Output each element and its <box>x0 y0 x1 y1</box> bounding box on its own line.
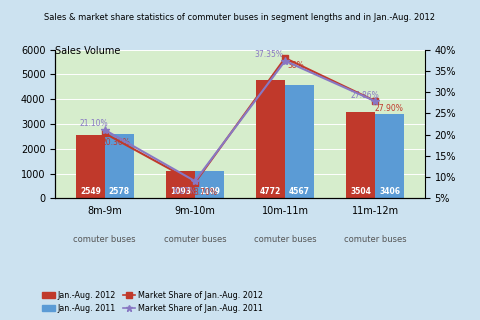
Text: 2549: 2549 <box>80 188 101 196</box>
Text: 1093: 1093 <box>170 188 191 196</box>
Bar <box>375 114 404 198</box>
Bar <box>166 171 195 198</box>
Bar <box>105 134 133 198</box>
Text: 20.30%: 20.30% <box>101 138 130 147</box>
Bar <box>285 85 314 198</box>
Text: 1109: 1109 <box>199 188 220 196</box>
Text: comuter buses: comuter buses <box>344 235 407 244</box>
Text: 27.86%: 27.86% <box>350 91 379 100</box>
Bar <box>195 171 224 198</box>
Text: 3406: 3406 <box>379 188 400 196</box>
Text: 27.90%: 27.90% <box>374 104 403 113</box>
Text: 38%: 38% <box>288 61 304 70</box>
Text: Sales & market share statistics of commuter buses in segment lengths and in Jan.: Sales & market share statistics of commu… <box>45 13 435 22</box>
Text: comuter buses: comuter buses <box>73 235 136 244</box>
Text: 4567: 4567 <box>289 188 310 196</box>
Text: 4772: 4772 <box>260 188 281 196</box>
Bar <box>76 135 105 198</box>
Text: 9.07%: 9.07% <box>172 187 196 196</box>
Bar <box>347 111 375 198</box>
Text: 2578: 2578 <box>108 188 130 196</box>
Text: Sales Volume: Sales Volume <box>55 46 120 56</box>
Text: comuter buses: comuter buses <box>254 235 316 244</box>
Legend: Jan.-Aug. 2012, Jan.-Aug. 2011, Market Share of Jan.-Aug. 2012, Market Share of : Jan.-Aug. 2012, Jan.-Aug. 2011, Market S… <box>42 291 263 313</box>
Bar <box>256 80 285 198</box>
Text: 37.35%: 37.35% <box>254 50 283 59</box>
Text: 21.10%: 21.10% <box>80 118 108 127</box>
Text: 3504: 3504 <box>350 188 371 196</box>
Text: 8.70%: 8.70% <box>194 188 218 197</box>
Text: comuter buses: comuter buses <box>164 235 226 244</box>
